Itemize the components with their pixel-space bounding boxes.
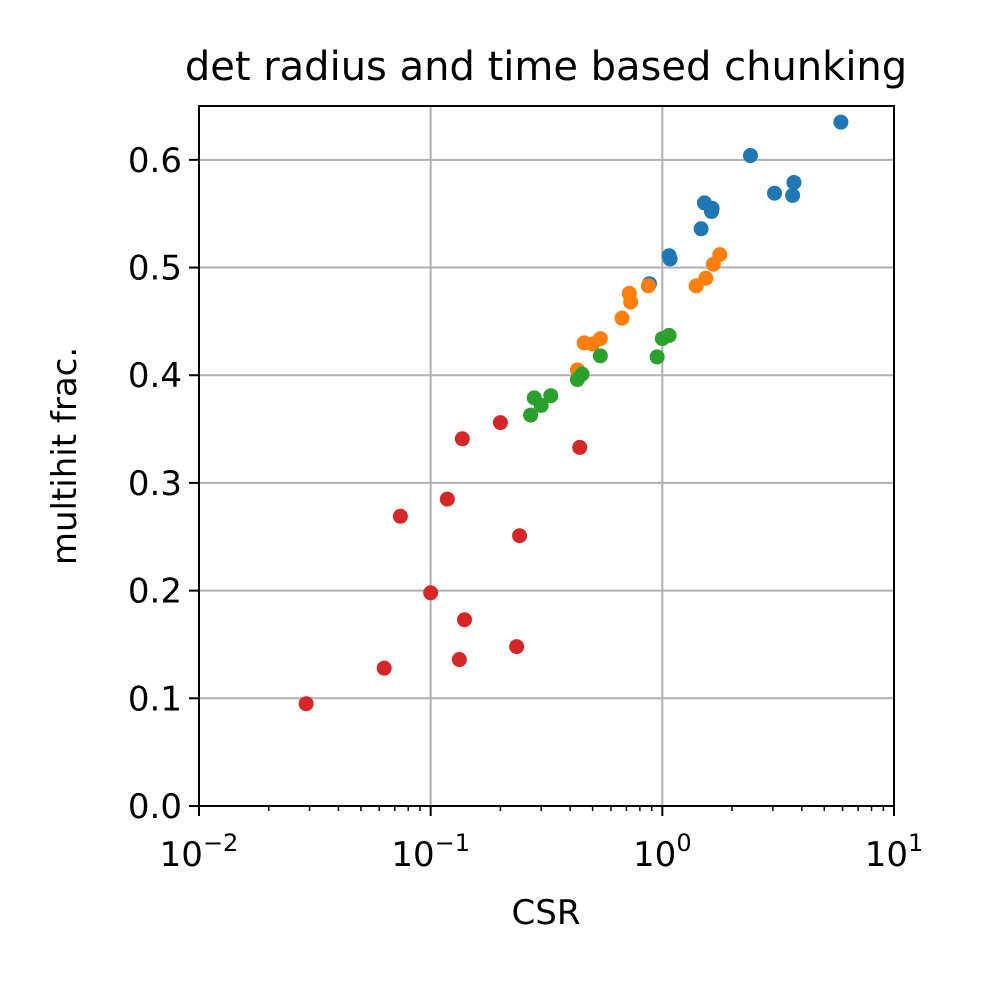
data-point [454, 431, 470, 447]
chart-title: det radius and time based chunking [185, 44, 907, 90]
data-point [572, 439, 588, 455]
data-point [509, 639, 525, 655]
y-tick-label: 0.6 [128, 141, 182, 181]
data-point [786, 174, 802, 190]
data-point [451, 652, 467, 668]
data-point [543, 388, 559, 404]
data-point [640, 278, 656, 294]
y-tick-label: 0.3 [128, 464, 182, 504]
data-point [457, 612, 473, 628]
series-2 [523, 327, 677, 423]
data-point [742, 148, 758, 164]
data-point [705, 256, 721, 272]
data-point [423, 585, 439, 601]
data-point [298, 696, 314, 712]
data-point [693, 221, 709, 237]
data-point [569, 372, 585, 388]
data-point [654, 331, 670, 347]
data-point [512, 528, 528, 544]
axis-ticks [189, 158, 895, 816]
data-point [376, 660, 392, 676]
data-point [785, 187, 801, 203]
data-point [688, 278, 704, 294]
x-tick-label: 10−2 [160, 829, 239, 875]
data-point [392, 508, 408, 524]
data-points [298, 114, 849, 712]
data-point [767, 185, 783, 201]
data-point [576, 335, 592, 351]
data-point [623, 294, 639, 310]
axis-tick-labels: 10−2 10−1 100 101 0.0 0.1 0.2 0.3 0.4 0.5 0.6 [128, 141, 923, 875]
data-point [703, 204, 719, 220]
x-axis-label: CSR [512, 893, 581, 933]
y-tick-label: 0.2 [128, 572, 182, 612]
y-tick-label: 0.0 [128, 787, 182, 827]
data-point [439, 491, 455, 507]
data-point [533, 397, 549, 413]
grid [199, 106, 894, 806]
data-point [592, 348, 608, 364]
data-point [649, 349, 665, 365]
y-tick-label: 0.5 [128, 249, 182, 289]
x-tick-label: 100 [633, 829, 692, 875]
x-tick-label: 101 [865, 829, 924, 875]
y-tick-label: 0.1 [128, 679, 182, 719]
data-point [492, 415, 508, 431]
y-tick-label: 0.4 [128, 356, 182, 396]
data-point [614, 310, 630, 326]
data-point [662, 251, 678, 267]
x-tick-label: 10−1 [391, 829, 470, 875]
series-3 [298, 415, 588, 712]
plot-frame [198, 105, 895, 807]
data-point [833, 114, 849, 130]
y-axis-label: multihit frac. [45, 347, 85, 565]
data-point [523, 407, 539, 423]
